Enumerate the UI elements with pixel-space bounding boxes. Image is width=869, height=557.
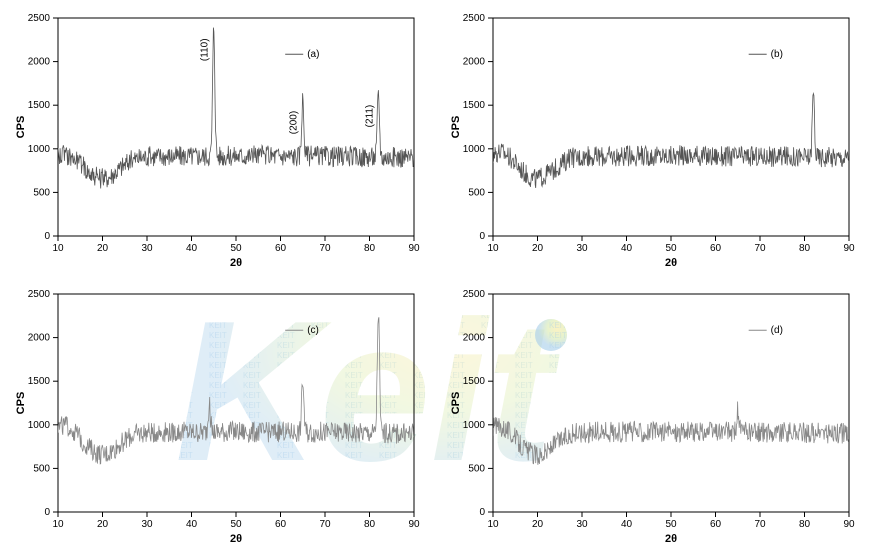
ytick-label: 1500 xyxy=(462,100,485,111)
xtick-label: 20 xyxy=(97,519,109,530)
xtick-label: 50 xyxy=(230,243,242,254)
ytick-label: 500 xyxy=(468,463,485,474)
xtick-label: 10 xyxy=(487,243,499,254)
xlabel: 2θ xyxy=(664,533,676,545)
ylabel: CPS xyxy=(450,392,462,415)
ytick-label: 500 xyxy=(33,463,50,474)
xtick-label: 80 xyxy=(798,519,810,530)
xtick-label: 70 xyxy=(754,519,766,530)
ytick-label: 2000 xyxy=(462,333,485,344)
xrd-trace xyxy=(493,94,849,188)
panel-b: 10 20 30 40 50 60 70 80 90 0 500 1000 1500 2000 2500 2θ… xyxy=(445,10,860,271)
ytick-label: 1000 xyxy=(28,420,51,431)
ytick-label: 0 xyxy=(44,231,50,242)
xtick-label: 20 xyxy=(531,243,543,254)
panel-a: 10 20 30 40 50 60 70 80 90 0 500 1000 1500 2000 2500 2θ… xyxy=(10,10,425,271)
ytick-label: 500 xyxy=(468,187,485,198)
xtick-label: 80 xyxy=(364,519,376,530)
ytick-label: 2000 xyxy=(28,57,51,68)
xtick-label: 80 xyxy=(798,243,810,254)
xrd-trace xyxy=(58,28,414,189)
xtick-label: 40 xyxy=(186,243,198,254)
legend-label: (c) xyxy=(307,325,319,336)
xtick-label: 80 xyxy=(364,243,376,254)
ylabel: CPS xyxy=(15,116,27,139)
chart-b: 10 20 30 40 50 60 70 80 90 0 500 1000 1500 2000 2500 2θ… xyxy=(445,10,859,270)
xtick-label: 30 xyxy=(576,519,588,530)
legend-label: (d) xyxy=(770,325,782,336)
xtick-label: 50 xyxy=(665,243,677,254)
xtick-label: 60 xyxy=(275,519,287,530)
ytick-label: 2500 xyxy=(28,289,51,300)
ytick-label: 2000 xyxy=(28,333,51,344)
ytick-label: 0 xyxy=(44,507,50,518)
legend-label: (a) xyxy=(307,49,319,60)
xtick-label: 30 xyxy=(141,519,153,530)
ytick-label: 2500 xyxy=(462,13,485,24)
xtick-label: 70 xyxy=(754,243,766,254)
panel-c: 10 20 30 40 50 60 70 80 90 0 500 1000 1500 2000 2500 2θ… xyxy=(10,286,425,547)
xrd-trace xyxy=(493,402,849,465)
xtick-label: 60 xyxy=(709,243,721,254)
ytick-label: 2000 xyxy=(462,57,485,68)
xlabel: 2θ xyxy=(230,257,242,269)
ytick-label: 1500 xyxy=(28,100,51,111)
peak-label: (211) xyxy=(364,105,375,128)
xtick-label: 60 xyxy=(709,519,721,530)
xtick-label: 10 xyxy=(487,519,499,530)
chart-d: 10 20 30 40 50 60 70 80 90 0 500 1000 1500 2000 2500 2θ… xyxy=(445,286,859,546)
xlabel: 2θ xyxy=(664,257,676,269)
ytick-label: 2500 xyxy=(462,289,485,300)
xtick-label: 90 xyxy=(843,519,855,530)
panel-d: 10 20 30 40 50 60 70 80 90 0 500 1000 1500 2000 2500 2θ… xyxy=(445,286,860,547)
xtick-label: 50 xyxy=(230,519,242,530)
chart-c: 10 20 30 40 50 60 70 80 90 0 500 1000 1500 2000 2500 2θ… xyxy=(10,286,424,546)
ytick-label: 1000 xyxy=(28,144,51,155)
legend-label: (b) xyxy=(770,49,782,60)
peak-label: (200) xyxy=(289,111,300,134)
xtick-label: 70 xyxy=(319,243,331,254)
xtick-label: 30 xyxy=(576,243,588,254)
xtick-label: 20 xyxy=(531,519,543,530)
xtick-label: 40 xyxy=(620,243,632,254)
xtick-label: 60 xyxy=(275,243,287,254)
xtick-label: 30 xyxy=(141,243,153,254)
xlabel: 2θ xyxy=(230,533,242,545)
peak-label: (110) xyxy=(200,38,211,61)
ytick-label: 1000 xyxy=(462,144,485,155)
xtick-label: 90 xyxy=(843,243,855,254)
xtick-label: 50 xyxy=(665,519,677,530)
xtick-label: 90 xyxy=(408,519,420,530)
ytick-label: 500 xyxy=(33,187,50,198)
xtick-label: 40 xyxy=(620,519,632,530)
xrd-trace xyxy=(58,317,414,464)
ytick-label: 1500 xyxy=(28,376,51,387)
ylabel: CPS xyxy=(15,392,27,415)
ytick-label: 0 xyxy=(479,231,485,242)
ytick-label: 2500 xyxy=(28,13,51,24)
xtick-label: 70 xyxy=(319,519,331,530)
ylabel: CPS xyxy=(450,116,462,139)
ytick-label: 0 xyxy=(479,507,485,518)
ytick-label: 1000 xyxy=(462,420,485,431)
xtick-label: 10 xyxy=(52,519,64,530)
xtick-label: 20 xyxy=(97,243,109,254)
xtick-label: 90 xyxy=(408,243,420,254)
chart-a: 10 20 30 40 50 60 70 80 90 0 500 1000 1500 2000 2500 2θ… xyxy=(10,10,424,270)
xtick-label: 10 xyxy=(52,243,64,254)
chart-grid: 102030405060708090050010001500200025002θ… xyxy=(10,10,859,547)
xtick-label: 40 xyxy=(186,519,198,530)
ytick-label: 1500 xyxy=(462,376,485,387)
